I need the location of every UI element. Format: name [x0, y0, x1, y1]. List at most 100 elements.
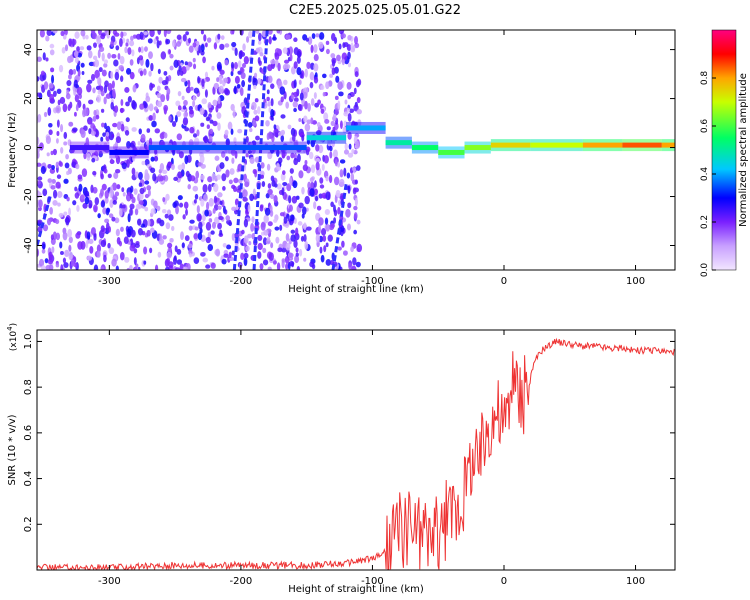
spectrogram-cell [279, 86, 286, 95]
spectrogram-cell [129, 59, 134, 66]
spectrogram-cell [37, 56, 42, 62]
spectrogram-cell [102, 207, 107, 215]
spectrogram-cell [242, 63, 247, 69]
spectrogram-cell [243, 257, 248, 267]
spectrogram-cell [94, 69, 100, 79]
snr-x-ticks: -300 -200 -100 0 100 [98, 330, 645, 587]
spectrogram-cell [254, 98, 259, 103]
spectrogram-cell [63, 211, 68, 216]
spectrogram-cell [188, 37, 192, 44]
spectrogram-cell [96, 35, 102, 40]
spectrogram-cell [216, 174, 221, 180]
spectrogram-cell [250, 222, 255, 232]
spectrogram-cell [347, 152, 354, 158]
spectrogram-cell [94, 197, 100, 206]
spectrogram-cell [287, 124, 292, 130]
spectrogram-cell [281, 258, 286, 263]
spectrogram-cell [251, 232, 256, 240]
spectrogram-cell [325, 40, 330, 46]
spectrogram-cell [313, 76, 319, 84]
spectrogram-cell [48, 129, 53, 136]
spectrogram-band-core [346, 125, 386, 131]
spectrogram-cell [80, 240, 86, 250]
spectrogram-cell [92, 115, 97, 122]
spectrogram-cell [142, 199, 148, 207]
spectrogram-cell [240, 252, 245, 261]
spectrogram-cell [138, 200, 144, 206]
spectrogram-cell [249, 128, 253, 133]
spectrogram-cell [96, 76, 102, 86]
spectrogram-cell [344, 142, 348, 151]
spectrogram-cell [230, 128, 234, 135]
spectrogram-cell [204, 209, 209, 217]
spectrogram-cell [270, 108, 275, 118]
spectrogram-cell [303, 257, 307, 262]
spectrogram-cell [90, 130, 96, 136]
spectrogram-cell [165, 222, 171, 230]
spectrogram-cell [138, 171, 143, 180]
spectrogram-cell [258, 32, 262, 42]
spectrogram-cell [159, 219, 165, 227]
x-tick-label: 100 [626, 576, 645, 587]
spectrogram-cell [298, 202, 304, 209]
colorbar-tick-label: 0.4 [700, 167, 710, 182]
spectrogram-cell [129, 208, 133, 216]
spectrogram-cell [165, 266, 170, 270]
spectrogram-cell [314, 195, 319, 202]
spectrogram-cell [161, 208, 167, 214]
spectrogram-cell [291, 195, 298, 204]
spectrogram-cell [179, 202, 184, 208]
spectrogram-cell [313, 44, 318, 53]
spectrogram-cell [223, 77, 229, 84]
spectrogram-cell [100, 225, 105, 233]
spectrogram-cell [215, 248, 221, 257]
spectrogram-cell [73, 79, 78, 88]
spectrogram-cell [121, 187, 125, 193]
spectrogram-cell [322, 73, 327, 79]
spectrogram-cell [139, 103, 145, 110]
spectrogram-cell [92, 55, 98, 61]
spectrogram-cell [301, 134, 305, 142]
spectrogram-cell [331, 33, 336, 42]
spectrogram-cell [65, 216, 70, 226]
spectrogram-cell [201, 78, 205, 87]
spectrogram-cell [266, 163, 271, 171]
spectrogram-cell [136, 57, 140, 65]
spectrogram-cell [305, 146, 311, 153]
spectrogram-cell [93, 264, 99, 270]
spectrogram-cell [288, 252, 294, 258]
spectrogram-cell [220, 35, 225, 40]
spectrogram-cell [350, 246, 354, 253]
spectrogram-cell [315, 161, 320, 171]
spectrogram-cell [115, 228, 120, 237]
x-tick-label: -200 [230, 276, 253, 287]
spectrogram-cell [182, 266, 188, 270]
snr-panel: -300 -200 -100 0 100 0.2 0.4 0.6 0.8 1.0 Height … [6, 323, 676, 595]
spectrogram-cell [188, 225, 193, 231]
spectrogram-cell [319, 177, 324, 184]
spectrogram-cell [253, 84, 257, 90]
spectrogram-cell [86, 83, 92, 93]
spectrogram-cell [138, 46, 142, 53]
spectrogram-cell [213, 42, 218, 50]
spectrogram-cell [91, 157, 96, 163]
spectrogram-cell [234, 75, 240, 84]
spectrogram-cell [139, 70, 144, 77]
spectrogram-cell [219, 162, 225, 170]
spectrogram-cell [200, 251, 206, 257]
spectrogram-cell [271, 134, 275, 142]
spectrogram-cell [251, 101, 257, 111]
spectrogram-cell [299, 92, 304, 101]
spectrogram-cell [129, 71, 135, 80]
spectrogram-cell [121, 162, 127, 170]
spectrogram-cell [163, 70, 168, 76]
spectrogram-cell [162, 196, 166, 203]
spectrogram-cell [154, 264, 159, 270]
spectrogram-cell [100, 266, 105, 270]
spectrogram-cell [241, 80, 246, 88]
colorbar-tick-label: 0.0 [700, 263, 710, 278]
spectrogram-cell [171, 163, 175, 171]
spectrogram-cell [156, 175, 161, 182]
spectrogram-cell [101, 183, 107, 191]
spectrogram-cell [176, 259, 183, 265]
